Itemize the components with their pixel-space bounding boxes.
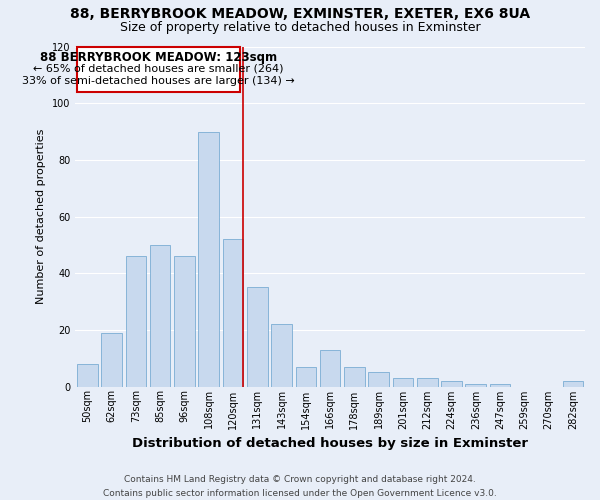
Bar bbox=[271, 324, 292, 386]
Text: Size of property relative to detached houses in Exminster: Size of property relative to detached ho… bbox=[119, 21, 481, 34]
Bar bbox=[490, 384, 511, 386]
Bar bbox=[223, 239, 244, 386]
Bar bbox=[125, 256, 146, 386]
Bar bbox=[101, 332, 122, 386]
Bar bbox=[368, 372, 389, 386]
Text: 88, BERRYBROOK MEADOW, EXMINSTER, EXETER, EX6 8UA: 88, BERRYBROOK MEADOW, EXMINSTER, EXETER… bbox=[70, 8, 530, 22]
Bar bbox=[296, 366, 316, 386]
Bar bbox=[77, 46, 240, 92]
Text: ← 65% of detached houses are smaller (264): ← 65% of detached houses are smaller (26… bbox=[34, 64, 284, 74]
Bar bbox=[466, 384, 486, 386]
Bar bbox=[320, 350, 340, 387]
Text: 88 BERRYBROOK MEADOW: 123sqm: 88 BERRYBROOK MEADOW: 123sqm bbox=[40, 51, 277, 64]
Text: 33% of semi-detached houses are larger (134) →: 33% of semi-detached houses are larger (… bbox=[22, 76, 295, 86]
Bar bbox=[247, 288, 268, 386]
Bar bbox=[417, 378, 437, 386]
Bar bbox=[392, 378, 413, 386]
Bar bbox=[441, 381, 462, 386]
Bar bbox=[199, 132, 219, 386]
Bar bbox=[563, 381, 583, 386]
Bar bbox=[150, 245, 170, 386]
X-axis label: Distribution of detached houses by size in Exminster: Distribution of detached houses by size … bbox=[132, 437, 528, 450]
Text: Contains HM Land Registry data © Crown copyright and database right 2024.
Contai: Contains HM Land Registry data © Crown c… bbox=[103, 476, 497, 498]
Y-axis label: Number of detached properties: Number of detached properties bbox=[36, 129, 46, 304]
Bar bbox=[174, 256, 195, 386]
Bar bbox=[77, 364, 98, 386]
Bar bbox=[344, 366, 365, 386]
